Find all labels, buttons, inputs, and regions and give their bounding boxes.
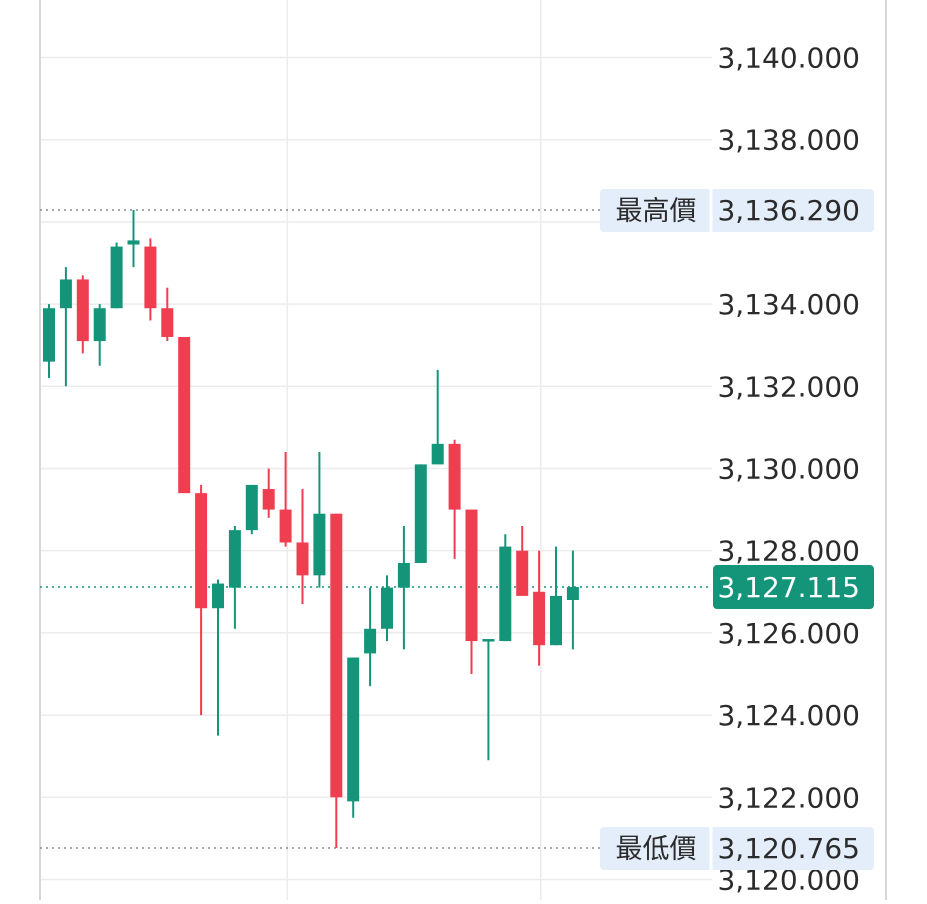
candle[interactable] (262, 468, 275, 518)
last-price-value: 3,127.115 (717, 571, 860, 604)
candle[interactable] (76, 275, 89, 354)
candle-body[interactable] (262, 489, 275, 510)
price-labels: 最高價 3,136.290 最低價 3,120.765 3,127.115 (600, 189, 874, 871)
candle-body[interactable] (212, 583, 224, 609)
candle-body[interactable] (448, 443, 461, 510)
last-price-tag (713, 565, 874, 610)
candle[interactable] (228, 526, 241, 629)
candle-body[interactable] (178, 336, 191, 494)
candle-body[interactable] (381, 587, 393, 629)
candle[interactable] (59, 267, 72, 387)
low-price-value: 3,120.765 (717, 832, 860, 865)
candle-body[interactable] (414, 464, 427, 564)
candle[interactable] (550, 546, 562, 646)
y-tick-label: 3,126.000 (717, 617, 860, 650)
high-price-tag (600, 189, 874, 232)
high-price-value: 3,136.290 (717, 194, 860, 227)
candle-body[interactable] (330, 513, 343, 798)
candle-body[interactable] (313, 513, 326, 576)
y-tick-label: 3,138.000 (717, 124, 860, 157)
candle-body[interactable] (566, 587, 579, 600)
candle[interactable] (397, 526, 410, 650)
y-tick-label: 3,132.000 (717, 370, 860, 403)
candle-body[interactable] (127, 240, 140, 245)
candle[interactable] (313, 452, 326, 588)
candle-body[interactable] (279, 509, 292, 543)
candle[interactable] (414, 464, 427, 564)
low-price-tag (600, 827, 874, 871)
candle-body[interactable] (397, 563, 410, 588)
candle-body[interactable] (195, 493, 208, 609)
candle[interactable] (431, 369, 444, 465)
candle[interactable] (212, 579, 224, 736)
candle[interactable] (296, 489, 309, 605)
candle-body[interactable] (296, 542, 309, 576)
y-axis: 3,140.000 3,138.000 3,134.000 3,132.000 3,13… (717, 42, 860, 897)
candle[interactable] (330, 513, 343, 849)
y-tick-label: 3,128.000 (717, 535, 860, 568)
candle[interactable] (161, 287, 174, 342)
candle-body[interactable] (161, 308, 174, 337)
candle-body[interactable] (110, 246, 123, 309)
candle[interactable] (245, 484, 258, 535)
candle-body[interactable] (43, 308, 55, 362)
candle-body[interactable] (533, 591, 546, 646)
candle[interactable] (43, 304, 55, 379)
candle[interactable] (465, 509, 478, 674)
candle-body[interactable] (144, 246, 157, 309)
candle-body[interactable] (76, 279, 89, 342)
candle-body[interactable] (245, 484, 258, 531)
candle-body[interactable] (431, 443, 444, 465)
candle[interactable] (381, 575, 393, 642)
y-tick-label: 3,130.000 (717, 452, 860, 485)
candle-body[interactable] (93, 308, 106, 342)
candle-body[interactable] (347, 657, 360, 802)
candle-body[interactable] (550, 595, 562, 646)
candle[interactable] (279, 452, 292, 547)
high-price-label: 最高價 (616, 196, 697, 227)
candle[interactable] (178, 336, 191, 494)
candle[interactable] (448, 439, 461, 559)
candle[interactable] (516, 526, 529, 596)
candle[interactable] (93, 304, 106, 366)
candle[interactable] (127, 210, 140, 268)
candle-body[interactable] (228, 530, 241, 588)
candle[interactable] (110, 242, 123, 309)
candle[interactable] (144, 238, 157, 321)
reference-lines (40, 209, 712, 849)
low-price-label: 最低價 (616, 834, 697, 865)
y-tick-label: 3,140.000 (717, 42, 860, 75)
candle[interactable] (533, 550, 546, 666)
candles[interactable] (43, 210, 579, 849)
candle-body[interactable] (59, 279, 72, 309)
candle[interactable] (482, 639, 495, 761)
plot-frame (39, 0, 887, 900)
candle-body[interactable] (499, 546, 512, 642)
candle-body[interactable] (364, 628, 377, 654)
candle[interactable] (499, 534, 512, 642)
grid (40, 0, 712, 900)
y-tick-label: 3,122.000 (717, 781, 860, 814)
candle-body[interactable] (482, 639, 495, 642)
candle-body[interactable] (465, 509, 478, 642)
candle[interactable] (195, 484, 208, 716)
candle-body[interactable] (516, 550, 529, 596)
candle[interactable] (347, 657, 360, 818)
candle[interactable] (364, 587, 377, 687)
candle[interactable] (566, 550, 579, 650)
y-tick-label: 3,134.000 (717, 288, 860, 321)
y-tick-label: 3,124.000 (717, 699, 860, 732)
